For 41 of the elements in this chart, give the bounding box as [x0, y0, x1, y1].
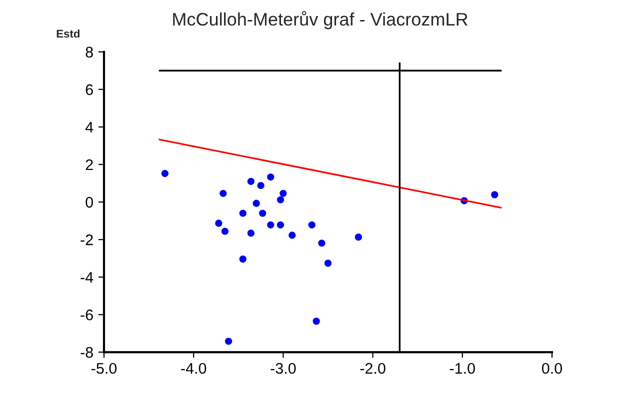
x-tick-label: 0.0 — [542, 362, 562, 374]
point — [308, 221, 316, 228]
y-tick-label: 8 — [86, 46, 93, 58]
y-tick-label: 6 — [86, 84, 93, 96]
x-tick-label: -3.0 — [270, 362, 296, 374]
y-tick-label: -4 — [80, 272, 94, 283]
y-tick-label: -6 — [80, 309, 93, 320]
point — [220, 190, 227, 197]
y-tick-label: -2 — [80, 234, 93, 246]
y-tick-label: 4 — [85, 122, 94, 132]
point — [252, 200, 260, 207]
point — [259, 210, 266, 217]
point — [491, 191, 498, 198]
point — [267, 174, 274, 181]
x-tick-label: -2.0 — [360, 362, 386, 374]
x-tick-label: -1.0 — [450, 362, 475, 374]
point — [280, 190, 287, 197]
y-tick-label: 0 — [86, 196, 93, 208]
point — [276, 221, 284, 228]
point — [239, 256, 246, 263]
point — [354, 234, 362, 241]
y-tick-label: -8 — [80, 347, 93, 358]
point — [324, 260, 332, 267]
x-tick-label: -4.0 — [181, 362, 206, 374]
point — [161, 170, 168, 178]
point — [318, 240, 326, 247]
x-tick-label: -5.0 — [92, 362, 117, 374]
y-axis-title: Estd — [56, 29, 80, 38]
point — [215, 220, 222, 227]
point — [225, 338, 232, 345]
point — [288, 232, 296, 239]
point — [247, 230, 254, 237]
point — [312, 318, 320, 325]
point — [221, 228, 228, 235]
point — [257, 182, 264, 190]
chart-title: McCulloh-Meterův graf - ViacrozmLR — [173, 10, 468, 30]
point — [239, 210, 246, 217]
point — [247, 178, 254, 185]
point — [276, 196, 284, 204]
y-tick-label: 2 — [86, 159, 93, 170]
point — [267, 221, 274, 228]
